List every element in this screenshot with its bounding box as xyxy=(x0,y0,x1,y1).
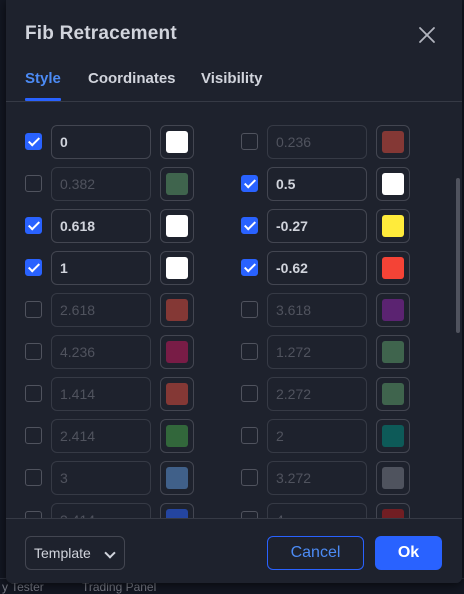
level-color-swatch-right-3[interactable] xyxy=(376,251,410,285)
level-checkbox-right-5[interactable] xyxy=(241,343,258,360)
level-checkbox-right-9[interactable] xyxy=(241,511,258,518)
level-checkbox-right-6[interactable] xyxy=(241,385,258,402)
level-color-swatch-left-9[interactable] xyxy=(160,503,194,518)
color-chip xyxy=(166,257,188,279)
level-checkbox-left-0[interactable] xyxy=(25,133,42,150)
dialog-footer: Template Cancel Ok xyxy=(6,518,462,583)
level-value-input-right-4[interactable]: 3.618 xyxy=(267,293,367,327)
level-color-swatch-left-5[interactable] xyxy=(160,335,194,369)
close-icon[interactable] xyxy=(416,24,438,46)
level-value-input-left-7[interactable]: 2.414 xyxy=(51,419,151,453)
level-value-input-right-8[interactable]: 3.272 xyxy=(267,461,367,495)
level-checkbox-right-7[interactable] xyxy=(241,427,258,444)
level-value-input-left-9[interactable]: 3.414 xyxy=(51,503,151,518)
level-value-input-right-0[interactable]: 0.236 xyxy=(267,125,367,159)
scrollbar-thumb[interactable] xyxy=(456,178,460,333)
level-checkbox-right-8[interactable] xyxy=(241,469,258,486)
level-color-swatch-right-8[interactable] xyxy=(376,461,410,495)
color-chip xyxy=(382,257,404,279)
color-chip xyxy=(166,383,188,405)
level-color-swatch-right-1[interactable] xyxy=(376,167,410,201)
color-chip xyxy=(382,131,404,153)
level-checkbox-left-8[interactable] xyxy=(25,469,42,486)
dialog-title: Fib Retracement xyxy=(25,23,177,44)
level-value-input-left-5[interactable]: 4.236 xyxy=(51,335,151,369)
bottom-tab-strategy-tester[interactable]: y Tester xyxy=(2,580,44,594)
level-checkbox-left-6[interactable] xyxy=(25,385,42,402)
level-checkbox-left-9[interactable] xyxy=(25,511,42,518)
color-chip xyxy=(382,215,404,237)
level-checkbox-right-2[interactable] xyxy=(241,217,258,234)
level-color-swatch-right-2[interactable] xyxy=(376,209,410,243)
level-value-input-right-3[interactable]: -0.62 xyxy=(267,251,367,285)
level-checkbox-left-7[interactable] xyxy=(25,427,42,444)
level-checkbox-right-3[interactable] xyxy=(241,259,258,276)
level-value-input-right-9[interactable]: 4 xyxy=(267,503,367,518)
cancel-button[interactable]: Cancel xyxy=(267,536,364,570)
level-value-input-right-6[interactable]: 2.272 xyxy=(267,377,367,411)
color-chip xyxy=(166,467,188,489)
level-color-swatch-left-1[interactable] xyxy=(160,167,194,201)
bottom-tab-trading-panel[interactable]: Trading Panel xyxy=(82,580,157,594)
color-chip xyxy=(166,215,188,237)
levels-list: 0 0.382 0.618 1 2.618 4.236 1.414 2.414 3 3.414 0.… xyxy=(6,103,462,518)
level-value-input-right-7[interactable]: 2 xyxy=(267,419,367,453)
level-value-input-right-1[interactable]: 0.5 xyxy=(267,167,367,201)
active-tab-indicator xyxy=(25,98,61,101)
level-color-swatch-left-2[interactable] xyxy=(160,209,194,243)
level-color-swatch-right-6[interactable] xyxy=(376,377,410,411)
level-color-swatch-left-0[interactable] xyxy=(160,125,194,159)
level-color-swatch-left-6[interactable] xyxy=(160,377,194,411)
color-chip xyxy=(166,299,188,321)
level-color-swatch-right-9[interactable] xyxy=(376,503,410,518)
level-checkbox-left-4[interactable] xyxy=(25,301,42,318)
color-chip xyxy=(166,131,188,153)
level-color-swatch-right-0[interactable] xyxy=(376,125,410,159)
level-checkbox-left-2[interactable] xyxy=(25,217,42,234)
tab-visibility[interactable]: Visibility xyxy=(201,70,263,87)
color-chip xyxy=(382,467,404,489)
level-color-swatch-left-4[interactable] xyxy=(160,293,194,327)
level-value-input-left-4[interactable]: 2.618 xyxy=(51,293,151,327)
color-chip xyxy=(382,341,404,363)
color-chip xyxy=(382,509,404,518)
level-value-input-left-1[interactable]: 0.382 xyxy=(51,167,151,201)
color-chip xyxy=(382,383,404,405)
level-value-input-right-2[interactable]: -0.27 xyxy=(267,209,367,243)
color-chip xyxy=(382,173,404,195)
level-color-swatch-left-3[interactable] xyxy=(160,251,194,285)
level-color-swatch-right-5[interactable] xyxy=(376,335,410,369)
level-checkbox-right-0[interactable] xyxy=(241,133,258,150)
color-chip xyxy=(166,341,188,363)
level-color-swatch-left-8[interactable] xyxy=(160,461,194,495)
level-checkbox-left-3[interactable] xyxy=(25,259,42,276)
level-value-input-left-8[interactable]: 3 xyxy=(51,461,151,495)
level-checkbox-left-1[interactable] xyxy=(25,175,42,192)
level-value-input-left-3[interactable]: 1 xyxy=(51,251,151,285)
level-checkbox-left-5[interactable] xyxy=(25,343,42,360)
level-value-input-right-5[interactable]: 1.272 xyxy=(267,335,367,369)
color-chip xyxy=(382,425,404,447)
level-value-input-left-2[interactable]: 0.618 xyxy=(51,209,151,243)
level-color-swatch-right-7[interactable] xyxy=(376,419,410,453)
color-chip xyxy=(382,299,404,321)
level-color-swatch-right-4[interactable] xyxy=(376,293,410,327)
level-value-input-left-6[interactable]: 1.414 xyxy=(51,377,151,411)
color-chip xyxy=(166,173,188,195)
tab-coordinates[interactable]: Coordinates xyxy=(88,70,176,87)
background-chart-edge xyxy=(0,0,6,593)
ok-button[interactable]: Ok xyxy=(375,536,442,570)
level-color-swatch-left-7[interactable] xyxy=(160,419,194,453)
fib-retracement-dialog: Fib Retracement Style Coordinates Visibi… xyxy=(6,0,462,583)
level-checkbox-right-1[interactable] xyxy=(241,175,258,192)
level-value-input-left-0[interactable]: 0 xyxy=(51,125,151,159)
dialog-tabs: Style Coordinates Visibility xyxy=(6,62,462,102)
tab-style[interactable]: Style xyxy=(25,70,61,87)
template-dropdown[interactable]: Template xyxy=(25,536,125,570)
color-chip xyxy=(166,509,188,518)
template-label: Template xyxy=(34,545,91,561)
color-chip xyxy=(166,425,188,447)
level-checkbox-right-4[interactable] xyxy=(241,301,258,318)
chevron-down-icon xyxy=(104,547,116,559)
